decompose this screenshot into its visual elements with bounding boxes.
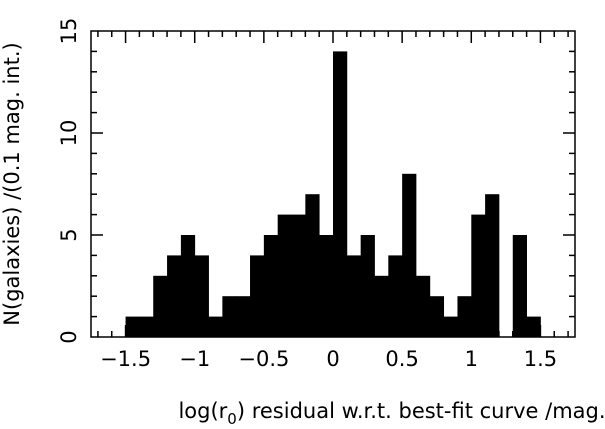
y-tick-label: 0 [57, 330, 81, 343]
y-tick-label: 10 [57, 120, 81, 147]
histogram-bar [360, 235, 375, 337]
histogram-bar [388, 255, 403, 337]
histogram-bar [180, 235, 196, 337]
x-tick-label: −0.5 [238, 347, 289, 371]
histogram-bar [443, 316, 458, 337]
histogram-bar [125, 316, 140, 337]
histogram-bar [236, 296, 251, 337]
histogram-bar [305, 194, 320, 337]
histogram-bar [250, 255, 265, 337]
histogram-bar [319, 235, 334, 337]
histogram-bar [374, 275, 389, 337]
x-tick-label: 0 [326, 347, 339, 371]
histogram-bar [512, 235, 527, 337]
histogram-bar [153, 275, 168, 337]
histogram-bar [402, 173, 417, 337]
histogram-bar [471, 214, 486, 337]
x-axis-title-subscript: 0 [227, 410, 237, 428]
histogram-bar [263, 235, 279, 337]
histogram-bar [222, 296, 237, 337]
x-tick-label: 1.5 [524, 347, 557, 371]
histogram-bar [485, 194, 500, 337]
histogram-bar [457, 296, 472, 337]
x-axis-title-prefix: log(r [178, 399, 227, 423]
histogram-bar [346, 255, 362, 337]
y-axis-title: N(galaxies) /(0.1 mag. int.) [0, 42, 24, 325]
x-axis-title-suffix: ) residual w.r.t. best-fit curve /mag. [237, 399, 605, 423]
histogram-bar [208, 316, 223, 337]
x-tick-label: −1 [179, 347, 210, 371]
y-tick-labels: 0 5 10 15 [57, 18, 81, 344]
histogram-bar [291, 214, 306, 337]
y-tick-label: 15 [57, 18, 81, 45]
histogram-bar [333, 51, 348, 338]
x-tick-labels: −1.5 −1 −0.5 0 0.5 1 1.5 [100, 347, 557, 371]
x-axis-title: log(r0) residual w.r.t. best-fit curve /… [178, 399, 605, 428]
histogram-bar [526, 316, 541, 337]
x-tick-label: 0.5 [385, 347, 418, 371]
axis-ticks [91, 31, 575, 337]
histogram-bar [277, 214, 292, 337]
histogram-bar [194, 255, 209, 337]
histogram-bars [125, 51, 541, 338]
histogram-bar [429, 296, 445, 337]
histogram-bar [139, 316, 154, 337]
y-tick-label: 5 [57, 228, 81, 241]
x-tick-label: −1.5 [100, 347, 151, 371]
histogram-bar [415, 275, 431, 337]
plot-frame [90, 30, 576, 338]
histogram-bar [167, 255, 182, 337]
x-tick-label: 1 [465, 347, 478, 371]
